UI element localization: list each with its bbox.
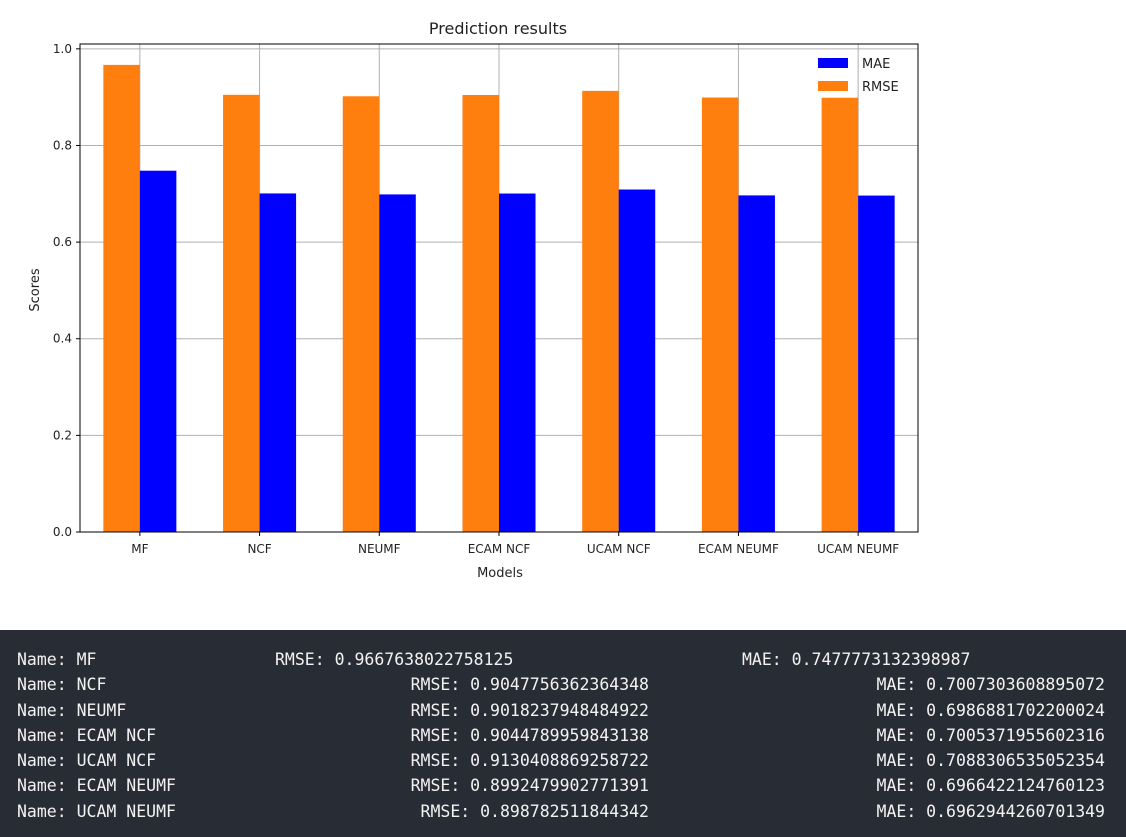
bar-rmse [223, 94, 260, 533]
output-line: Name: UCAM NEUMF RMSE: 0.898782511844342 M… [0, 799, 1126, 824]
legend-label: RMSE [862, 80, 899, 95]
legend-label: MAE [862, 57, 890, 72]
bar-mae [379, 194, 416, 532]
legend-swatch [818, 81, 848, 91]
bar-mae [618, 189, 656, 532]
output-rmse: RMSE: 0.9047756362364348 [410, 675, 649, 695]
output-rmse: RMSE: 0.9130408869258722 [410, 751, 649, 771]
output-name: Name: UCAM NCF [17, 751, 157, 771]
output-line: Name: ECAM NCF RMSE: 0.9044789959843138 MA… [0, 723, 1126, 748]
output-line: Name: UCAM NCF RMSE: 0.9130408869258722 MA… [0, 748, 1126, 773]
output-rmse: RMSE: 0.898782511844342 [420, 801, 649, 821]
output-mae: MAE: 0.7005371955602316 [876, 725, 1105, 745]
x-tick-label: UCAM NEUMF [817, 542, 899, 556]
y-tick-label: 0.8 [53, 138, 72, 152]
output-mae: MAE: 0.7007303608895072 [876, 675, 1105, 695]
output-name: Name: ECAM NCF [17, 725, 157, 745]
output-console: Name: MF RMSE: 0.9667638022758125 MAE: 0.7… [0, 630, 1126, 837]
bar-mae [499, 193, 536, 532]
output-mae: MAE: 0.6966422124760123 [876, 776, 1105, 796]
legend: MAE RMSE [818, 57, 899, 95]
x-tick-label: ECAM NCF [468, 542, 531, 556]
legend-swatch [818, 58, 848, 68]
output-name: Name: MF [17, 650, 97, 669]
output-rmse: RMSE: 0.9667638022758125 [275, 650, 514, 669]
output-line: Name: ECAM NEUMF RMSE: 0.8992479902771391… [0, 773, 1126, 798]
bar-rmse [701, 97, 739, 532]
output-line: Name: NCF RMSE: 0.9047756362364348 MAE: 0.… [0, 672, 1126, 697]
bar-rmse [821, 97, 859, 533]
output-name: Name: NEUMF [17, 700, 127, 720]
y-tick-label: 0.4 [53, 332, 72, 346]
x-tick-label: ECAM NEUMF [698, 542, 779, 556]
x-axis-ticks: MF NCF NEUMF ECAM NCF UCAM NCF ECAM NEUMF UCAM… [131, 532, 899, 556]
bar-rmse [342, 96, 380, 533]
y-tick-label: 0.0 [53, 525, 72, 539]
bar-mae [259, 193, 297, 532]
x-tick-label: NCF [247, 542, 271, 556]
output-mae: MAE: 0.6962944260701349 [876, 801, 1105, 821]
bars [103, 64, 895, 533]
bar-mae [858, 195, 895, 532]
x-axis-label: Models [477, 566, 523, 581]
y-tick-label: 1.0 [53, 42, 72, 56]
output-rmse: RMSE: 0.9018237948484922 [410, 700, 649, 720]
y-axis-label: Scores [28, 268, 43, 311]
output-rmse: RMSE: 0.9044789959843138 [410, 725, 649, 745]
output-mae: MAE: 0.7088306535052354 [876, 751, 1105, 771]
x-tick-label: UCAM NCF [587, 542, 651, 556]
x-tick-label: MF [131, 542, 148, 556]
output-name: Name: UCAM NEUMF [17, 801, 176, 821]
output-rmse: RMSE: 0.8992479902771391 [410, 776, 649, 796]
output-name: Name: NCF [17, 675, 107, 695]
y-axis-ticks: 0.0 0.2 0.4 0.6 0.8 1.0 [53, 42, 80, 539]
x-tick-label: NEUMF [358, 542, 401, 556]
y-tick-label: 0.2 [53, 428, 72, 442]
output-line: Name: NEUMF RMSE: 0.9018237948484922 MAE: … [0, 698, 1126, 723]
chart-title: Prediction results [429, 19, 567, 38]
output-name: Name: ECAM NEUMF [17, 776, 176, 796]
bar-mae [139, 170, 177, 532]
chart-svg: Prediction results 0.0 0.2 0.4 0.6 0.8 1.0 MF… [28, 19, 919, 581]
bar-rmse [103, 64, 140, 533]
output-mae: MAE: 0.6986881702200024 [876, 700, 1105, 720]
bar-rmse [582, 90, 619, 533]
y-tick-label: 0.6 [53, 235, 72, 249]
output-line: Name: MF RMSE: 0.9667638022758125 MAE: 0.7… [0, 647, 1126, 672]
output-mae: MAE: 0.7477773132398987 [742, 650, 971, 669]
bar-chart: Prediction results 0.0 0.2 0.4 0.6 0.8 1.0 MF… [28, 19, 919, 581]
bar-rmse [462, 94, 499, 532]
bar-mae [738, 195, 775, 533]
